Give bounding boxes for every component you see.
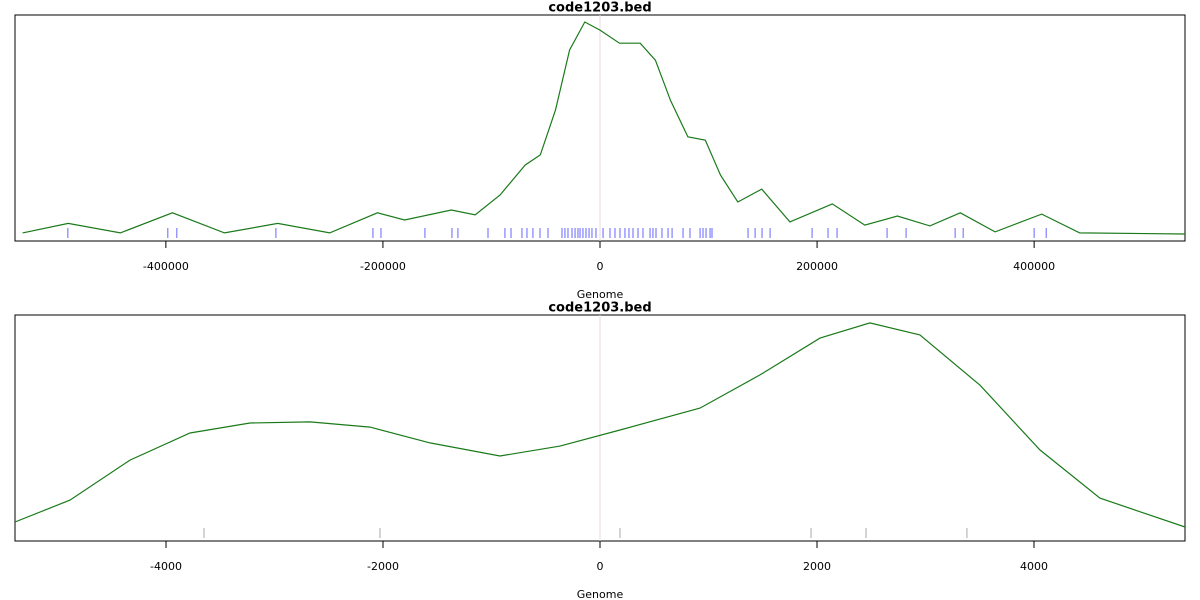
x-tick-label: 0 bbox=[597, 560, 604, 573]
x-tick-label: 400000 bbox=[1013, 260, 1055, 273]
x-tick-label: 0 bbox=[597, 260, 604, 273]
x-tick-label: -2000 bbox=[367, 560, 399, 573]
x-axis-label: Genome bbox=[577, 288, 624, 301]
x-tick-label: -4000 bbox=[150, 560, 182, 573]
chart-title: code1203.bed bbox=[548, 301, 651, 316]
x-tick-label: -400000 bbox=[143, 260, 189, 273]
density-line bbox=[22, 21, 1186, 235]
x-tick-label: 200000 bbox=[796, 260, 838, 273]
density-line bbox=[14, 322, 1186, 528]
x-tick-label: -200000 bbox=[360, 260, 406, 273]
chart-title: code1203.bed bbox=[548, 1, 651, 16]
x-tick-label: 4000 bbox=[1020, 560, 1048, 573]
x-axis-label: Genome bbox=[577, 588, 624, 600]
x-tick-label: 2000 bbox=[803, 560, 831, 573]
